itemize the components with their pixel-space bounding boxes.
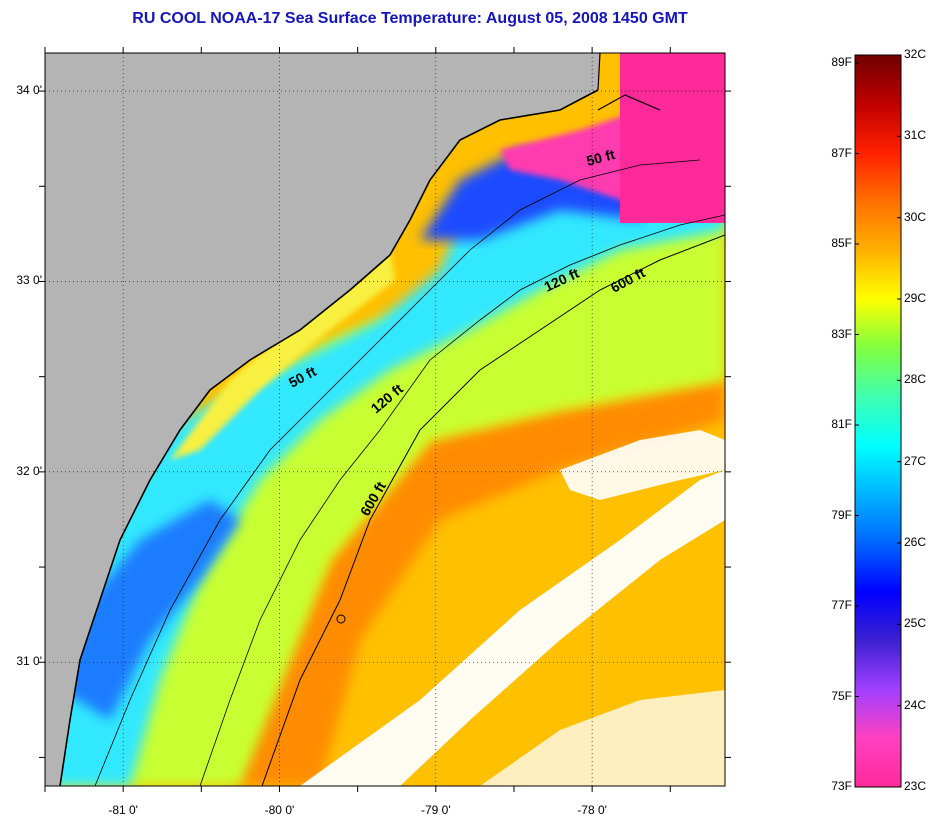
colorbar [854,54,902,788]
lon-label: -81 0' [108,803,138,817]
land-mass [45,53,600,786]
colorbar-celsius-label: 23C [904,779,927,793]
colorbar-fahrenheit-label: 73F [831,779,852,793]
cloud-patch-se [480,690,725,786]
page-title: RU COOL NOAA-17 Sea Surface Temperature:… [132,10,688,27]
coastline [59,89,599,786]
colorbar-fahrenheit-label: 85F [831,236,852,250]
colorbar-celsius-label: 32C [904,47,927,61]
lat-label: 34 0' [16,83,42,98]
colorbar-fahrenheit-label: 81F [831,417,852,431]
colorbar-celsius-label: 25C [904,616,927,631]
isobath-50ft [94,159,701,786]
colorbar-fahrenheit-label: 75F [831,688,852,703]
cloud-band-diagonal [300,470,725,786]
plot-frame [44,52,726,787]
cold-magenta-block [620,53,725,223]
contour-label-50ft-north: 50 ft [585,146,617,169]
map-plot-area [45,53,725,786]
cloud-patch-east [560,430,725,500]
cool-blue-patch-south [60,500,240,720]
colorbar-celsius-label: 27C [904,453,927,468]
colorbar-celsius-label: 31C [904,128,927,143]
lat-label: 32 0' [16,463,42,478]
colorbar-fahrenheit-label: 89F [831,55,852,69]
lat-label: 33 0' [16,273,42,288]
colorbar-fahrenheit-label: 77F [831,598,852,612]
colorbar-ticks [855,54,901,788]
small-circle-marker [336,614,346,624]
lat-label: 31 0' [16,654,42,669]
nearshore-yellow-strip [170,250,395,460]
colorbar-fahrenheit-label: 79F [831,507,852,522]
colorbar-celsius-label: 26C [904,535,927,549]
coastline-nc [597,53,661,111]
isobath-600ft [261,234,725,786]
nearshore-cyan-water [45,180,725,786]
lon-label: -78 0' [577,803,607,817]
colorbar-fahrenheit-label: 87F [831,145,852,160]
isobath-120ft [199,214,725,786]
axis-ticks [39,47,731,792]
colorbar-celsius-label: 24C [904,697,927,712]
grid-lines [45,53,725,786]
lon-label: -79 0' [420,803,451,817]
lon-label: -80 0' [264,803,295,817]
colorbar-celsius-label: 28C [904,372,927,387]
colorbar-fahrenheit-label: 83F [831,326,852,341]
colorbar-celsius-label: 29C [904,291,927,305]
colorbar-celsius-label: 30C [904,209,927,224]
